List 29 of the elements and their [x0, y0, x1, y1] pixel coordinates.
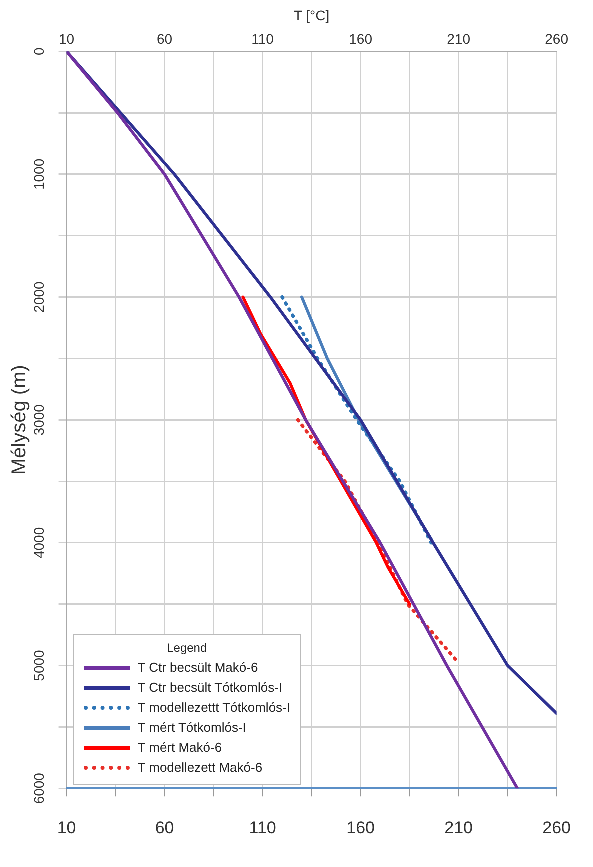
x2-tick-label: 60: [155, 818, 174, 838]
y-tick-label: 4000: [31, 527, 48, 559]
x-tick-label: 10: [59, 31, 75, 48]
y-tick-label: 5000: [31, 650, 48, 682]
legend-title: Legend: [166, 640, 208, 655]
x2-tick-label: 260: [542, 818, 572, 838]
x2-tick-label: 10: [57, 818, 76, 838]
x-tick-label: 60: [157, 31, 173, 48]
y-axis-title: Mélység (m): [8, 365, 31, 476]
x-tick-label: 110: [252, 31, 274, 48]
x2-tick-label: 210: [444, 818, 473, 838]
x-tick-label: 160: [349, 31, 373, 48]
legend-label: T Ctr becsült Makó-6: [138, 660, 258, 676]
x-tick-label: 210: [447, 31, 471, 48]
legend-label: T mért Tótkomlós-I: [138, 720, 246, 736]
x-axis-title: T [°C]: [294, 7, 330, 24]
x2-tick-label: 160: [346, 818, 375, 838]
line-series: [296, 418, 459, 663]
y-tick-label: 1000: [31, 158, 48, 190]
legend-label: T modellezett Makó-6: [138, 760, 263, 776]
y-tick-label: 6000: [31, 772, 48, 804]
y-tick-label: 0: [31, 48, 48, 56]
x-tick-label: 260: [545, 31, 569, 48]
legend-label: T Ctr becsült Tótkomlós-I: [138, 680, 283, 696]
y-tick-label: 3000: [31, 404, 48, 436]
x2-tick-label: 110: [249, 818, 276, 838]
legend-label: T mért Makó-6: [138, 740, 222, 756]
legend-label: T modellezettt Tótkomlós-I: [138, 700, 290, 716]
y-tick-label: 2000: [31, 281, 48, 313]
